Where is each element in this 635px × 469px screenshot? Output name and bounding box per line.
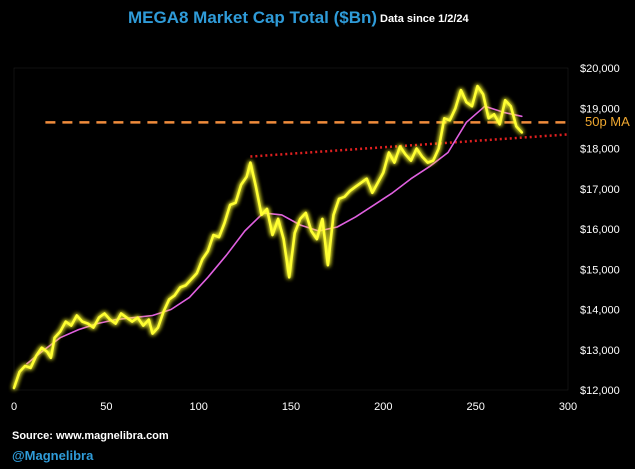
x-tick-label: 50 bbox=[100, 401, 112, 413]
y-tick-label: $15,000 bbox=[580, 264, 620, 276]
x-tick-label: 200 bbox=[374, 401, 392, 413]
y-tick-label: $13,000 bbox=[580, 345, 620, 357]
y-tick-label: $12,000 bbox=[580, 385, 620, 397]
x-tick-label: 0 bbox=[11, 401, 17, 413]
y-tick-label: $19,000 bbox=[580, 103, 620, 115]
author-handle: @Magnelibra bbox=[12, 448, 94, 463]
y-tick-label: $18,000 bbox=[580, 144, 620, 156]
x-axis: 0 50 100 150 200 250 300 bbox=[11, 401, 577, 413]
plot-frame bbox=[13, 67, 569, 391]
trend-dotted-line bbox=[250, 133, 569, 158]
series-layer bbox=[12, 84, 524, 390]
y-tick-label: $17,000 bbox=[580, 184, 620, 196]
y-tick-label: $14,000 bbox=[580, 305, 620, 317]
moving-average-series-line bbox=[26, 105, 523, 365]
plot-area bbox=[13, 67, 569, 391]
reference-lines bbox=[45, 121, 569, 158]
x-tick-label: 250 bbox=[466, 401, 484, 413]
y-tick-label: $16,000 bbox=[580, 224, 620, 236]
ma-line-label: 50p MA bbox=[585, 114, 630, 129]
x-tick-label: 150 bbox=[282, 401, 300, 413]
x-tick-label: 300 bbox=[559, 401, 577, 413]
chart-subtitle: Data since 1/2/24 bbox=[380, 13, 469, 25]
source-note: Source: www.magnelibra.com bbox=[12, 430, 169, 442]
market-cap-series-line bbox=[12, 84, 524, 390]
y-axis: $12,000 $13,000 $14,000 $15,000 $16,000 $17,0… bbox=[580, 63, 620, 397]
y-tick-label: $20,000 bbox=[580, 63, 620, 75]
x-tick-label: 100 bbox=[189, 401, 207, 413]
chart-title: MEGA8 Market Cap Total ($Bn) bbox=[128, 8, 378, 27]
